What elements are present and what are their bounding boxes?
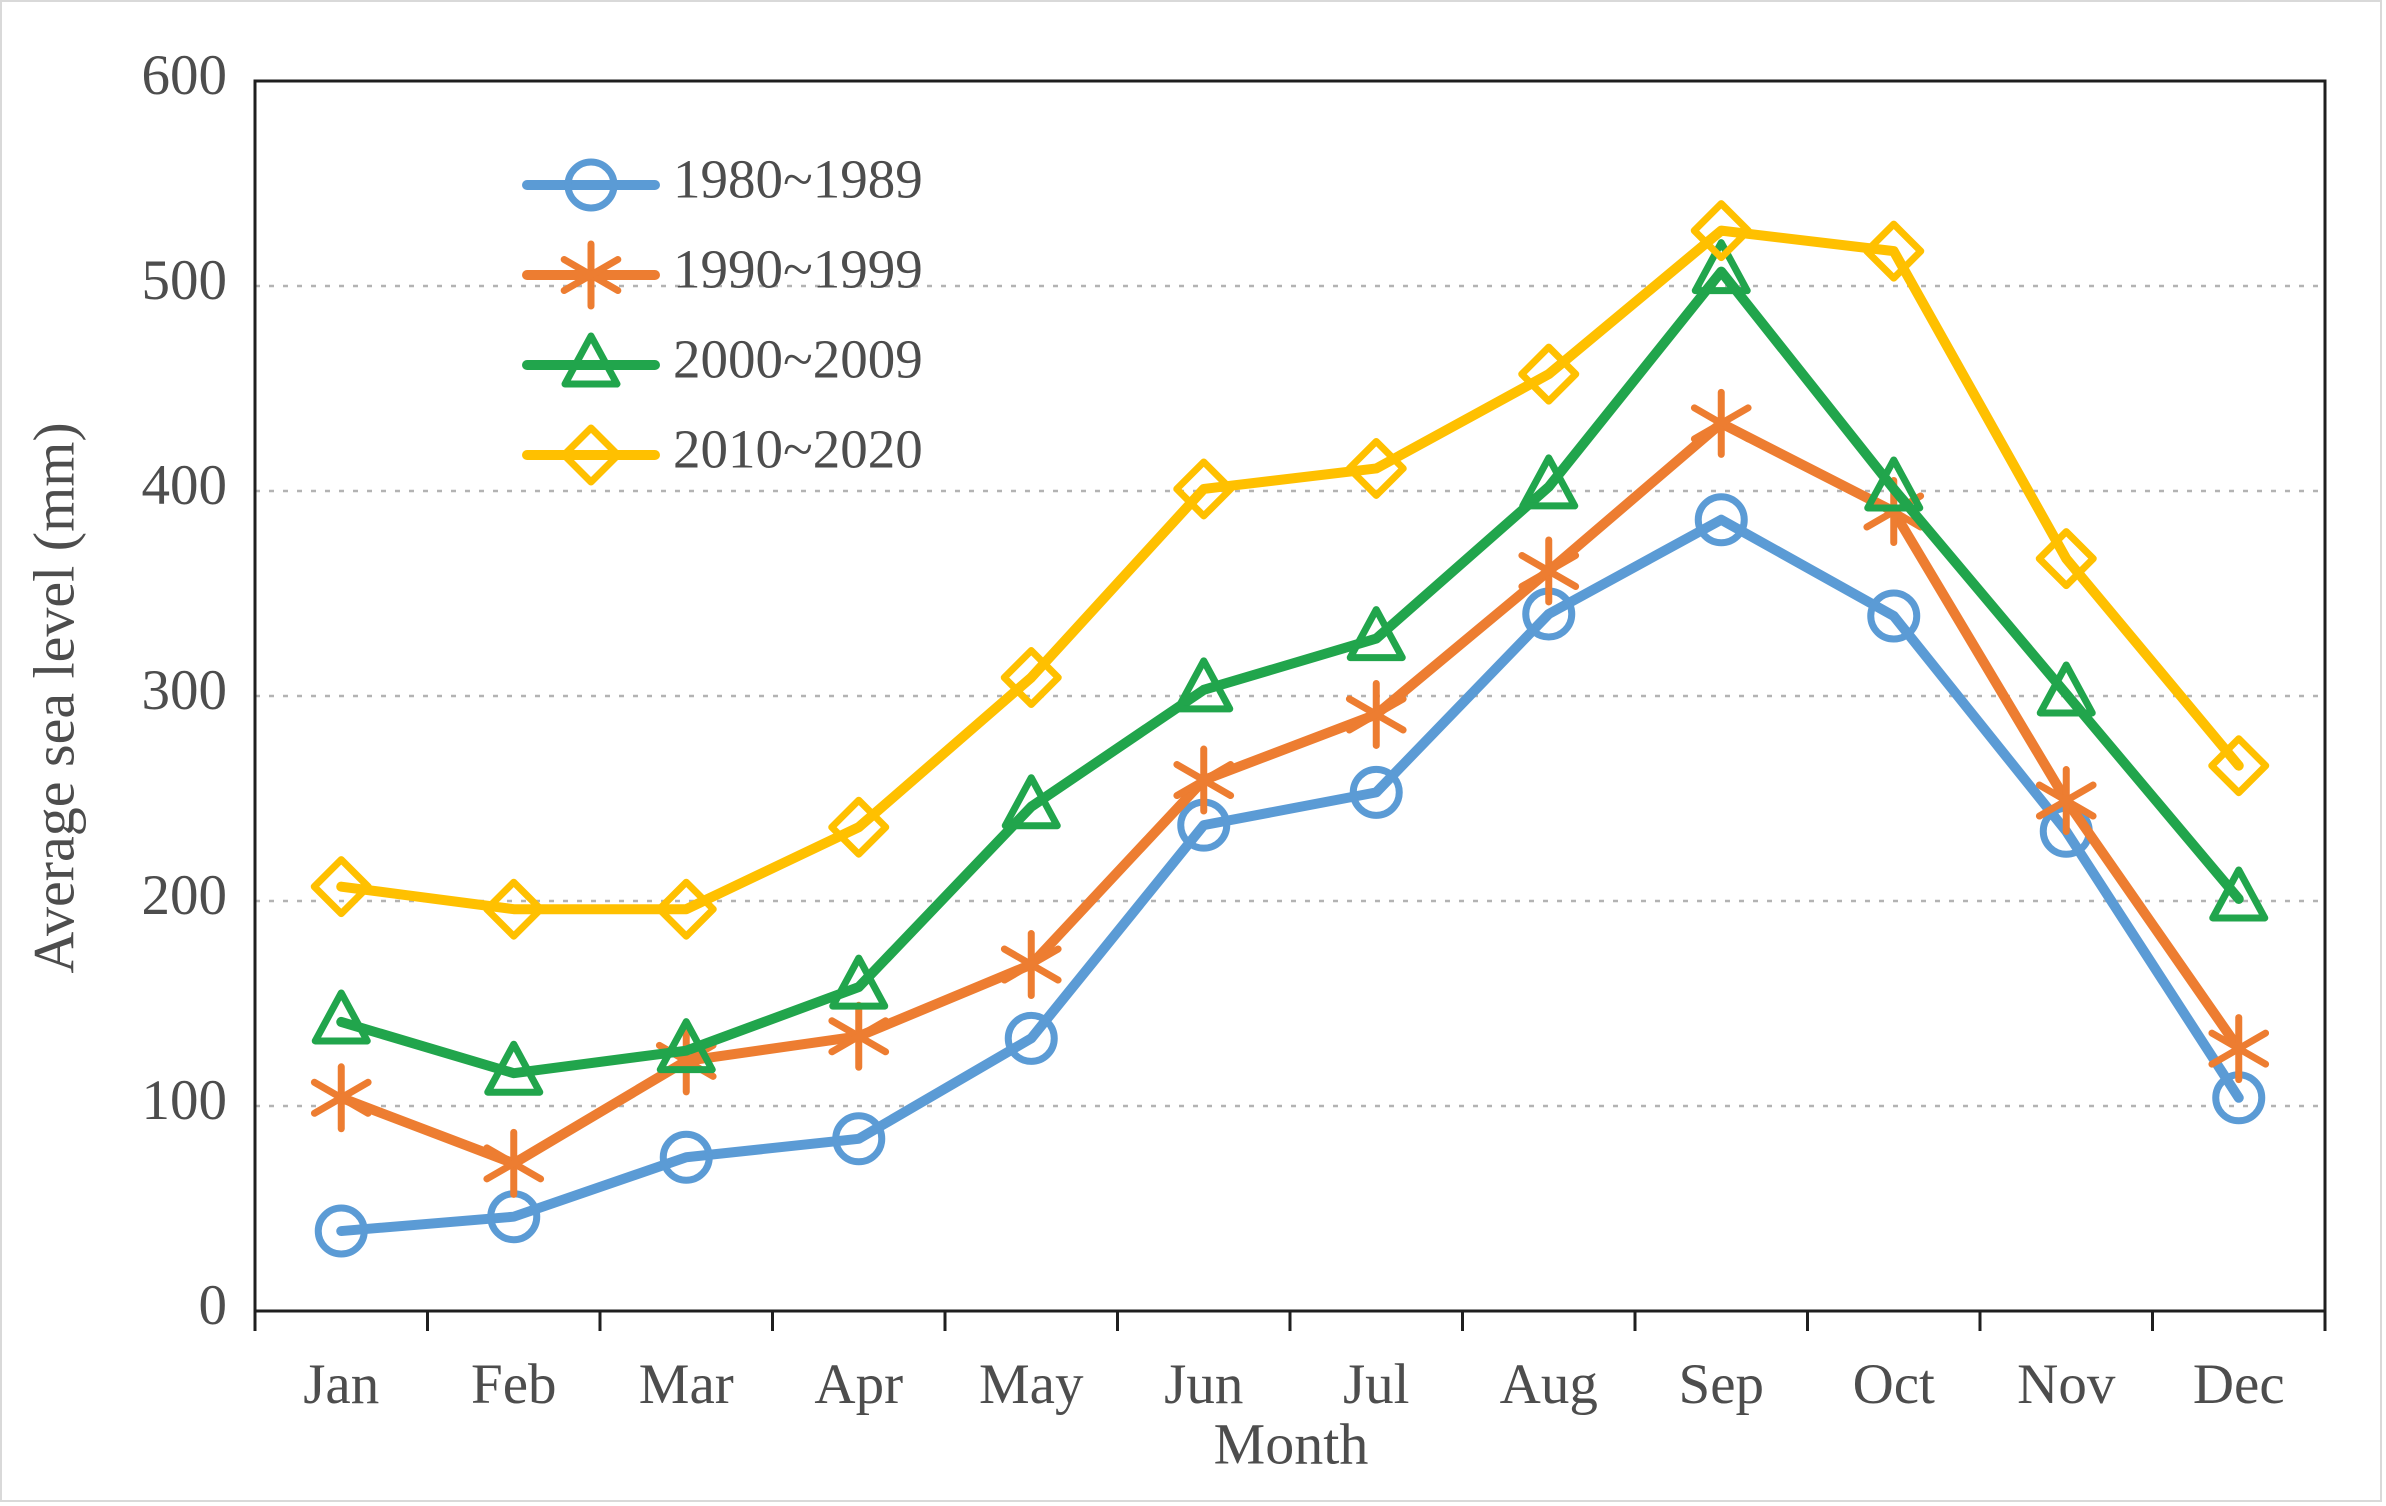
gridlines [255, 284, 2325, 1108]
diamond-marker [1345, 437, 1407, 499]
diamond-marker [310, 856, 372, 918]
circle-marker [659, 1130, 713, 1184]
legend-label: 2010~2020 [673, 419, 923, 480]
legend-label: 1990~1999 [673, 239, 923, 300]
x-tick-label-mar: Mar [639, 1353, 734, 1416]
triangle-marker [561, 332, 621, 388]
x-tick-label-oct: Oct [1853, 1353, 1935, 1416]
diamond-marker [1000, 647, 1062, 709]
x-tick-label-feb: Feb [471, 1353, 557, 1416]
axes [253, 79, 2327, 1331]
triangle-marker [2209, 866, 2269, 922]
diamond-marker [2035, 528, 2097, 590]
diamond-marker [560, 424, 622, 486]
diamond-marker [1863, 220, 1925, 282]
diamond-marker [1690, 200, 1752, 262]
data-series [310, 200, 2270, 1258]
x-axis-title: Month [1214, 1411, 1369, 1476]
asterisk-marker [1690, 404, 1752, 443]
diamond-marker [828, 796, 890, 858]
x-tick-label-aug: Aug [1500, 1353, 1598, 1416]
x-tick-label-nov: Nov [2017, 1353, 2116, 1416]
asterisk-marker [2208, 1029, 2270, 1068]
legend: 1980~1989 1990~1999 2000~2009 2010~2020 [522, 149, 923, 486]
diamond-marker [1518, 343, 1580, 405]
triangle-marker [656, 1018, 716, 1074]
asterisk-marker [310, 1078, 372, 1117]
triangle-marker [311, 989, 371, 1045]
legend-label: 2000~2009 [673, 329, 923, 390]
y-tick-label: 0 [199, 1274, 228, 1337]
legend-label: 1980~1989 [673, 149, 923, 210]
x-tick-label-may: May [979, 1353, 1084, 1416]
x-tick-label-sep: Sep [1679, 1353, 1765, 1416]
circle-marker [832, 1112, 886, 1166]
y-tick-label: 500 [142, 249, 228, 312]
x-tick-label-apr: Apr [814, 1353, 903, 1416]
triangle-marker [1691, 239, 1751, 295]
x-tick-label-dec: Dec [2193, 1353, 2285, 1416]
circle-marker [564, 158, 618, 212]
series-2010-2020 [310, 200, 2270, 940]
y-axis-title: Average sea level (mm) [21, 422, 86, 973]
triangle-marker [1174, 657, 1234, 713]
asterisk-marker [828, 1017, 890, 1056]
diamond-marker [655, 878, 717, 940]
asterisk-marker [1518, 551, 1580, 590]
diamond-marker [1173, 458, 1235, 520]
diamond-marker [2208, 735, 2270, 797]
legend-item-2000-2009: 2000~2009 [522, 329, 923, 390]
triangle-marker [1864, 456, 1924, 512]
asterisk-marker [2035, 781, 2097, 820]
x-tick-label-jun: Jun [1164, 1353, 1243, 1416]
asterisk-marker [1000, 945, 1062, 984]
triangle-marker [829, 954, 889, 1010]
circle-marker [314, 1204, 368, 1258]
series-1990-1999 [310, 388, 2270, 1198]
triangle-marker [1001, 774, 1061, 830]
legend-item-1980-1989: 1980~1989 [522, 149, 923, 212]
asterisk-marker [1863, 492, 1925, 531]
y-tick-label: 600 [142, 44, 228, 107]
triangle-marker [484, 1040, 544, 1096]
circle-marker [1349, 765, 1403, 819]
axis-tick-labels: 0 100 200 300 400 500 600 Jan Feb Mar Apr May Jun Jul… [142, 44, 2285, 1416]
legend-item-1990-1999: 1990~1999 [522, 239, 923, 310]
circle-marker [1004, 1011, 1058, 1065]
series-line [336, 514, 2244, 1237]
asterisk-marker [483, 1144, 545, 1183]
series-2000-2009 [311, 239, 2269, 1096]
asterisk-marker [1173, 761, 1235, 800]
y-tick-label: 100 [142, 1069, 228, 1132]
diamond-marker [483, 878, 545, 940]
x-tick-label-jul: Jul [1343, 1353, 1410, 1416]
series-line [336, 418, 2244, 1169]
triangle-marker [1346, 606, 1406, 662]
x-tick-label-jan: Jan [303, 1353, 379, 1416]
y-tick-label: 300 [142, 659, 228, 722]
y-tick-label: 400 [142, 454, 228, 517]
asterisk-marker [560, 256, 622, 294]
circle-marker [1867, 589, 1921, 643]
y-tick-label: 200 [142, 864, 228, 927]
triangle-marker [1519, 454, 1579, 510]
asterisk-marker [1345, 695, 1407, 734]
series-1980-1989 [314, 493, 2266, 1258]
triangle-marker [2036, 661, 2096, 717]
series-line [336, 266, 2244, 1079]
circle-marker [1694, 493, 1748, 547]
legend-item-2010-2020: 2010~2020 [522, 419, 923, 486]
